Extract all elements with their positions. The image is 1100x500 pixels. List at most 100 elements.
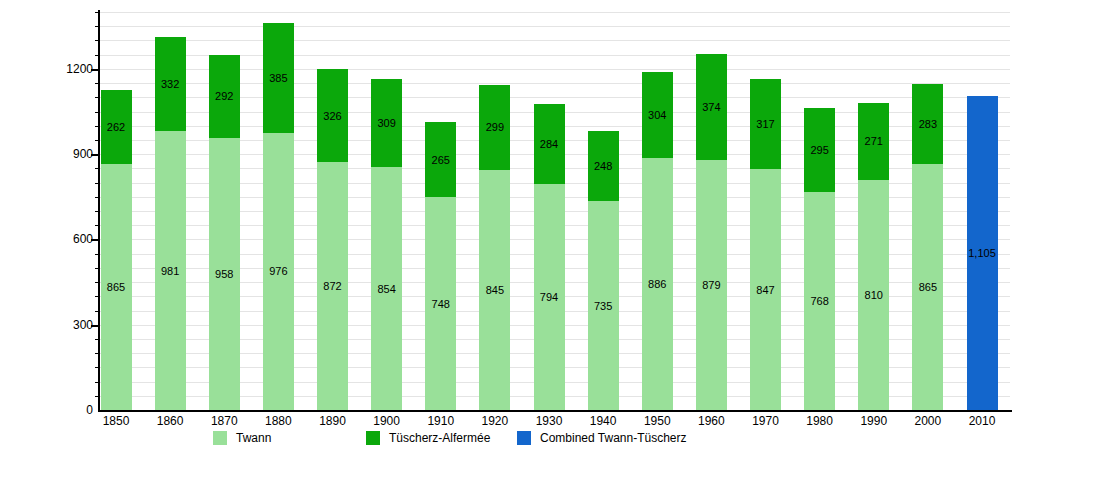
bar-segment-twann-1950: 886 <box>642 158 673 410</box>
population-bar-chart: 0300600900120086526218509813321860958292… <box>0 0 1100 500</box>
bar-segment-t-scherz-alferm-e-1910: 265 <box>425 122 456 197</box>
bar-value-label: 332 <box>161 78 179 90</box>
bar-segment-t-scherz-alferm-e-1890: 326 <box>317 69 348 162</box>
bar-value-label: 748 <box>432 298 450 310</box>
grid-line <box>100 12 1010 13</box>
x-tick-label-2010: 2010 <box>969 414 996 428</box>
legend-item-tuscherz: Tüscherz-Alfermée <box>366 429 490 447</box>
bar-segment-twann-1940: 735 <box>588 201 619 410</box>
bar-value-label: 284 <box>540 138 558 150</box>
bar-segment-twann-1890: 872 <box>317 162 348 410</box>
bar-value-label: 326 <box>323 110 341 122</box>
bar-segment-twann-1880: 976 <box>263 133 294 410</box>
bar-value-label: 271 <box>865 135 883 147</box>
bar-segment-twann-1910: 748 <box>425 197 456 410</box>
twann-swatch-icon <box>213 431 227 445</box>
bar-segment-t-scherz-alferm-e-2000: 283 <box>912 84 943 164</box>
bar-segment-t-scherz-alferm-e-1860: 332 <box>155 37 186 131</box>
bar-segment-t-scherz-alferm-e-1950: 304 <box>642 72 673 158</box>
bar-value-label: 317 <box>756 118 774 130</box>
bar-segment-twann-1920: 845 <box>479 170 510 410</box>
bar-value-label: 810 <box>865 289 883 301</box>
bar-value-label: 976 <box>269 265 287 277</box>
bar-segment-t-scherz-alferm-e-1960: 374 <box>696 54 727 160</box>
x-tick-label-1950: 1950 <box>644 414 671 428</box>
bar-segment-t-scherz-alferm-e-1880: 385 <box>263 23 294 132</box>
y-tick-label: 300 <box>53 318 93 332</box>
bar-value-label: 262 <box>107 121 125 133</box>
bar-value-label: 304 <box>648 109 666 121</box>
bar-value-label: 374 <box>702 101 720 113</box>
x-tick-label-1930: 1930 <box>536 414 563 428</box>
x-axis-line <box>98 410 1012 412</box>
bar-segment-twann-1980: 768 <box>804 192 835 410</box>
x-tick-label-1970: 1970 <box>752 414 779 428</box>
bar-segment-twann-1930: 794 <box>534 184 565 410</box>
bar-value-label: 385 <box>269 72 287 84</box>
bar-segment-twann-1960: 879 <box>696 160 727 410</box>
x-tick-label-1960: 1960 <box>698 414 725 428</box>
bar-value-label: 865 <box>919 281 937 293</box>
bar-value-label: 768 <box>810 295 828 307</box>
y-tick-label: 600 <box>53 232 93 246</box>
bar-value-label: 299 <box>486 121 504 133</box>
bar-value-label: 958 <box>215 268 233 280</box>
y-tick-label: 900 <box>53 147 93 161</box>
bar-value-label: 283 <box>919 118 937 130</box>
x-tick-label-1870: 1870 <box>211 414 238 428</box>
bar-segment-t-scherz-alferm-e-1990: 271 <box>858 103 889 180</box>
x-tick-label-1880: 1880 <box>265 414 292 428</box>
bar-segment-twann-1870: 958 <box>209 138 240 410</box>
bar-value-label: 248 <box>594 160 612 172</box>
bar-value-label: 981 <box>161 265 179 277</box>
bar-segment-twann-1900: 854 <box>371 167 402 410</box>
bar-segment-combined-twann-t-scherz-2010: 1,105 <box>967 96 998 410</box>
combined-swatch-icon <box>517 431 531 445</box>
bar-value-label: 865 <box>107 281 125 293</box>
legend-label-combined: Combined Twann-Tüscherz <box>540 431 687 445</box>
x-tick-label-1920: 1920 <box>482 414 509 428</box>
bar-segment-twann-1860: 981 <box>155 131 186 410</box>
bar-value-label: 886 <box>648 278 666 290</box>
bar-value-label: 292 <box>215 90 233 102</box>
bar-segment-t-scherz-alferm-e-1900: 309 <box>371 79 402 167</box>
x-tick-label-1850: 1850 <box>103 414 130 428</box>
legend-label-tuscherz: Tüscherz-Alfermée <box>389 431 490 445</box>
bar-value-label: 847 <box>756 284 774 296</box>
grid-line <box>100 40 1010 41</box>
y-tick-label: 0 <box>53 403 93 417</box>
bar-value-label: 879 <box>702 279 720 291</box>
grid-line <box>100 26 1010 27</box>
bar-segment-t-scherz-alferm-e-1870: 292 <box>209 55 240 138</box>
bar-segment-twann-1850: 865 <box>101 164 132 410</box>
tuscherz-swatch-icon <box>366 431 380 445</box>
bar-segment-twann-1970: 847 <box>750 169 781 410</box>
bar-value-label: 265 <box>432 154 450 166</box>
bar-value-label: 1,105 <box>968 247 996 259</box>
bar-segment-t-scherz-alferm-e-1980: 295 <box>804 108 835 192</box>
x-tick-label-1990: 1990 <box>860 414 887 428</box>
bar-segment-t-scherz-alferm-e-1850: 262 <box>101 90 132 164</box>
x-tick-label-1910: 1910 <box>427 414 454 428</box>
legend-item-combined: Combined Twann-Tüscherz <box>517 429 687 447</box>
bar-segment-t-scherz-alferm-e-1970: 317 <box>750 79 781 169</box>
bar-value-label: 794 <box>540 291 558 303</box>
x-tick-label-1860: 1860 <box>157 414 184 428</box>
x-tick-label-1890: 1890 <box>319 414 346 428</box>
x-tick-label-1900: 1900 <box>373 414 400 428</box>
bar-segment-t-scherz-alferm-e-1940: 248 <box>588 131 619 202</box>
legend: Twann Tüscherz-Alfermée Combined Twann-T… <box>0 429 1100 449</box>
bar-value-label: 295 <box>810 144 828 156</box>
bar-value-label: 845 <box>486 284 504 296</box>
legend-label-twann: Twann <box>236 431 271 445</box>
bar-value-label: 872 <box>323 280 341 292</box>
bar-segment-t-scherz-alferm-e-1920: 299 <box>479 85 510 170</box>
bar-segment-t-scherz-alferm-e-1930: 284 <box>534 104 565 185</box>
x-tick-label-2000: 2000 <box>915 414 942 428</box>
bar-value-label: 735 <box>594 300 612 312</box>
bar-value-label: 309 <box>377 117 395 129</box>
bar-segment-twann-1990: 810 <box>858 180 889 410</box>
bar-value-label: 854 <box>377 283 395 295</box>
x-tick-label-1940: 1940 <box>590 414 617 428</box>
bar-segment-twann-2000: 865 <box>912 164 943 410</box>
